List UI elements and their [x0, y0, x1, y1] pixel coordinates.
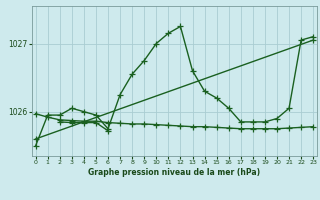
X-axis label: Graphe pression niveau de la mer (hPa): Graphe pression niveau de la mer (hPa)	[88, 168, 260, 177]
